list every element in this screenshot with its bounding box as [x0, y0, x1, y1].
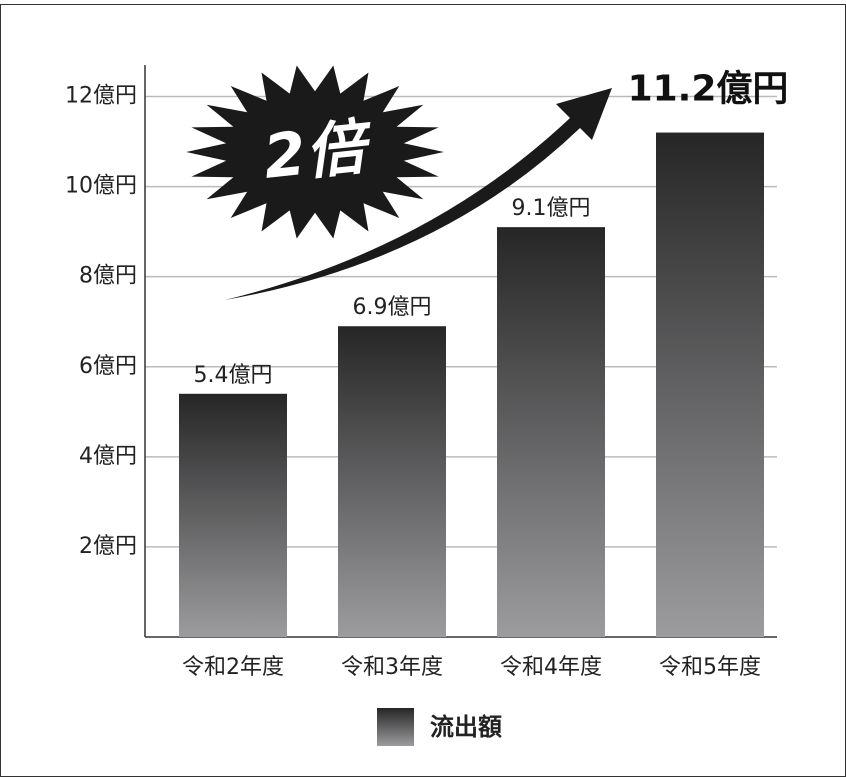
starburst [186, 65, 444, 239]
value-label: 5.4億円 [194, 363, 273, 388]
value-label: 11.2億円 [628, 69, 789, 110]
annotation: 2倍 [260, 112, 376, 193]
value-label: 6.9億円 [353, 295, 432, 320]
bar [656, 132, 764, 637]
legend-label: 流出額 [430, 713, 502, 741]
y-tick-label: 10億円 [65, 174, 137, 199]
value-label: 9.1億円 [512, 196, 591, 221]
y-tick-label: 8億円 [79, 264, 137, 289]
bar [179, 393, 287, 637]
x-tick-label: 令和3年度 [341, 655, 443, 680]
y-tick-label: 6億円 [79, 354, 137, 379]
y-tick-label: 4億円 [79, 444, 137, 469]
x-tick-label: 令和4年度 [500, 655, 602, 680]
y-tick-label: 2億円 [79, 534, 137, 559]
bar [338, 326, 446, 637]
x-tick-label: 令和2年度 [182, 655, 284, 680]
arrow [225, 88, 612, 300]
legend-swatch [377, 708, 414, 746]
bar [497, 227, 605, 638]
x-tick-label: 令和5年度 [659, 655, 761, 680]
y-tick-label: 12億円 [65, 84, 137, 109]
